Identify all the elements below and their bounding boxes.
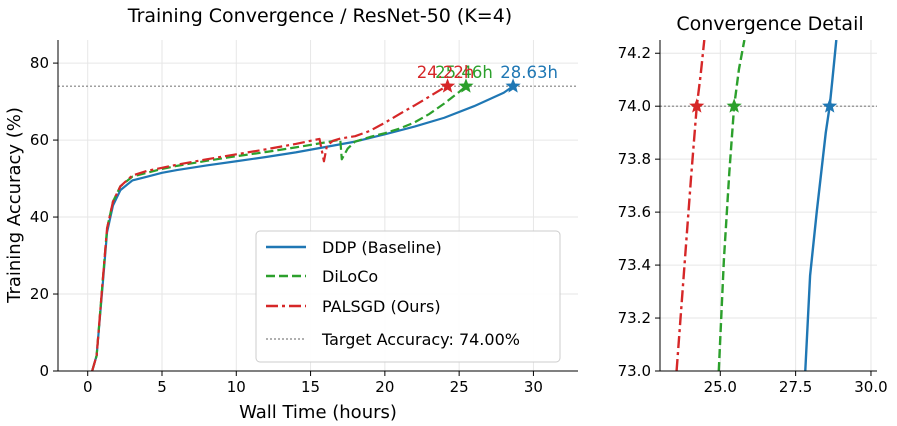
main-endpoint-label-palsgd: 24.22h [417, 63, 475, 82]
detail-chart-title: Convergence Detail [676, 13, 863, 35]
main-y-axis-label: Training Accuracy (%) [4, 107, 25, 304]
legend-entry-diloco: DiLoCo [266, 267, 378, 286]
detail-series-line-palsgd [675, 40, 706, 371]
legend-label-diloco: DiLoCo [322, 267, 378, 286]
detail-series-line-ddp [804, 40, 838, 371]
detail-y-tick-label: 73.0 [618, 362, 651, 380]
main-series-line-diloco [91, 85, 467, 372]
main-x-tick-label: 15 [301, 378, 320, 396]
detail-y-tick-label: 73.6 [618, 203, 651, 221]
main-series-group [91, 85, 514, 372]
legend-entry-ddp: DDP (Baseline) [266, 238, 442, 257]
main-endpoint-star-ddp [505, 78, 521, 93]
main-y-tick-label: 0 [39, 362, 49, 380]
detail-series-line-diloco [717, 40, 746, 371]
detail-endpoint-star-diloco [726, 98, 742, 113]
main-x-axis-label: Wall Time (hours) [239, 402, 397, 423]
detail-series-group [675, 40, 838, 371]
detail-y-tick-label: 74.0 [618, 97, 651, 115]
main-endpoint-star-palsgd [439, 78, 456, 93]
main-y-tick-label: 60 [30, 131, 49, 149]
main-endpoint-markers [439, 78, 521, 93]
main-y-tick-label: 20 [30, 285, 49, 303]
main-x-tick-label: 25 [450, 378, 469, 396]
detail-y-tick-label: 73.2 [618, 309, 651, 327]
detail-x-tick-label: 25.0 [704, 378, 737, 396]
main-x-tick-label: 10 [227, 378, 246, 396]
main-endpoint-label-ddp: 28.63h [500, 63, 558, 82]
detail-chart: Convergence Detail 25.0 27.5 30.0 73.0 73.2… [618, 13, 888, 396]
detail-endpoint-star-ddp [822, 98, 838, 113]
main-y-ticks: 0 20 40 60 80 [30, 54, 58, 380]
main-x-tick-label: 20 [375, 378, 394, 396]
detail-y-tick-label: 73.4 [618, 256, 651, 274]
legend-entry-palsgd: PALSGD (Ours) [266, 297, 441, 316]
main-series-line-ddp [91, 85, 514, 372]
detail-y-tick-label: 73.8 [618, 150, 651, 168]
detail-y-tick-label: 74.2 [618, 44, 651, 62]
detail-endpoint-markers [689, 98, 838, 113]
legend: DDP (Baseline) DiLoCo PALSGD (Ours) Targ… [255, 230, 561, 363]
main-y-tick-label: 80 [30, 54, 49, 72]
main-chart-title: Training Convergence / ResNet-50 (K=4) [127, 5, 512, 27]
detail-grid [660, 40, 877, 372]
legend-label-target: Target Accuracy: 74.00% [321, 330, 520, 349]
detail-y-ticks: 73.0 73.2 73.4 73.6 73.8 74.0 74.2 [618, 44, 660, 380]
main-chart: Training Convergence / ResNet-50 (K=4) 2… [4, 5, 578, 423]
main-x-ticks: 0 5 10 15 20 25 30 [83, 371, 543, 396]
main-endpoint-label-diloco: 25.46h [435, 63, 493, 82]
main-x-tick-label: 5 [157, 378, 167, 396]
main-endpoint-star-diloco [458, 78, 474, 93]
legend-box [255, 230, 561, 363]
detail-endpoint-star-palsgd [689, 98, 705, 113]
detail-x-ticks: 25.0 27.5 30.0 [704, 371, 888, 396]
detail-x-tick-label: 30.0 [854, 378, 887, 396]
main-y-tick-label: 40 [30, 208, 49, 226]
legend-entry-target: Target Accuracy: 74.00% [266, 330, 520, 349]
main-x-tick-label: 0 [83, 378, 93, 396]
legend-label-ddp: DDP (Baseline) [322, 238, 442, 257]
main-series-line-palsgd [91, 85, 449, 372]
main-x-tick-label: 30 [524, 378, 543, 396]
detail-x-tick-label: 27.5 [779, 378, 812, 396]
legend-label-palsgd: PALSGD (Ours) [322, 297, 441, 316]
